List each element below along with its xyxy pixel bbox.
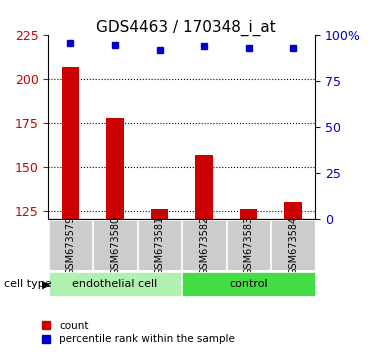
FancyBboxPatch shape <box>227 220 270 270</box>
Legend: count, percentile rank within the sample: count, percentile rank within the sample <box>42 321 235 344</box>
Bar <box>151 209 168 219</box>
FancyBboxPatch shape <box>49 220 92 270</box>
Text: GSM673581: GSM673581 <box>155 216 164 275</box>
FancyBboxPatch shape <box>271 220 315 270</box>
Text: GSM673584: GSM673584 <box>288 216 298 275</box>
Text: GSM673583: GSM673583 <box>244 216 253 275</box>
Text: GSM673580: GSM673580 <box>110 216 120 275</box>
Text: ▶: ▶ <box>42 279 50 289</box>
Bar <box>62 67 79 219</box>
Text: GSM673582: GSM673582 <box>199 216 209 275</box>
FancyBboxPatch shape <box>49 272 181 296</box>
FancyBboxPatch shape <box>93 220 137 270</box>
Bar <box>284 202 302 219</box>
Bar <box>240 209 257 219</box>
Text: endothelial cell: endothelial cell <box>72 279 158 289</box>
FancyBboxPatch shape <box>182 220 226 270</box>
Text: GSM673579: GSM673579 <box>66 216 75 275</box>
Text: cell type: cell type <box>4 279 51 289</box>
Bar <box>106 118 124 219</box>
FancyBboxPatch shape <box>138 220 181 270</box>
Text: control: control <box>229 279 268 289</box>
Text: GDS4463 / 170348_i_at: GDS4463 / 170348_i_at <box>96 19 275 36</box>
FancyBboxPatch shape <box>182 272 315 296</box>
Bar <box>195 155 213 219</box>
